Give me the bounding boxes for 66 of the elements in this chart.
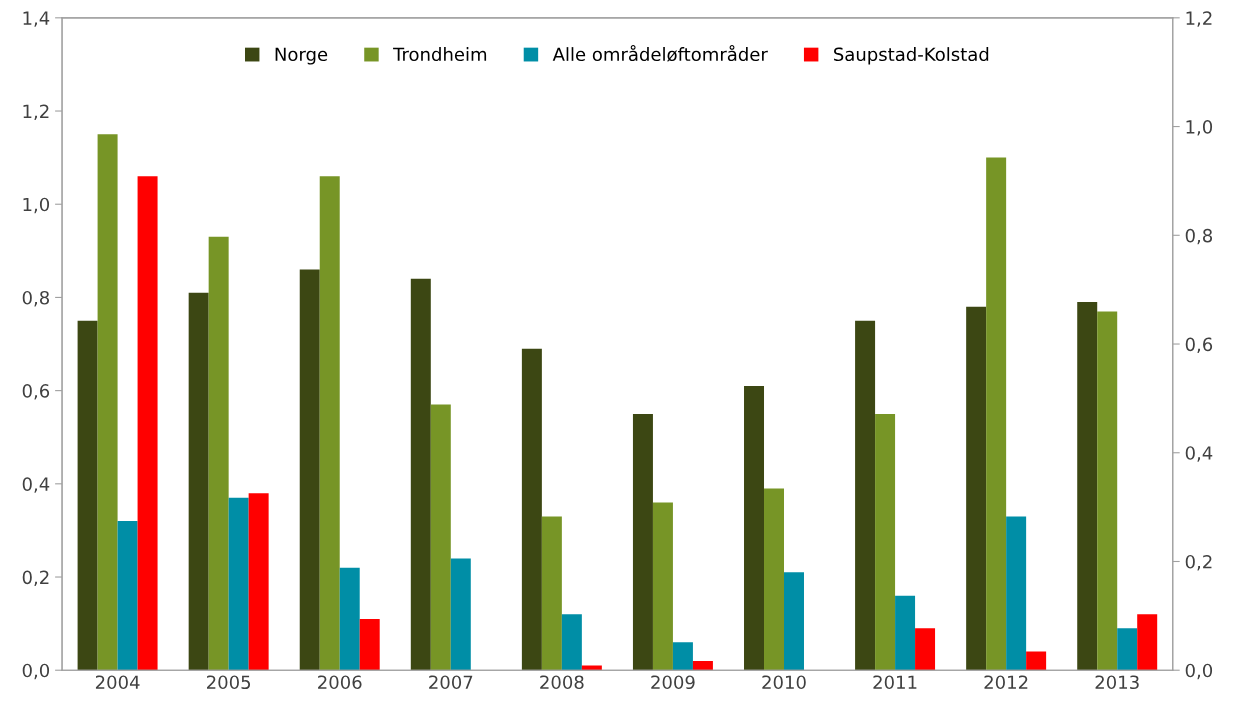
bar xyxy=(188,292,209,671)
bar xyxy=(248,493,269,671)
y2-tick-label: 1,2 xyxy=(1186,11,1212,27)
bar xyxy=(208,236,229,671)
y2-tick-label: 0,2 xyxy=(1185,554,1212,571)
bar xyxy=(1006,516,1027,671)
bar xyxy=(784,572,804,671)
x-tick-label: 2008 xyxy=(540,675,584,690)
bar xyxy=(450,558,471,671)
bar xyxy=(1097,311,1118,671)
bar xyxy=(875,413,896,671)
bar xyxy=(359,618,380,671)
y2-tick-label: 0,8 xyxy=(1185,228,1213,245)
bar xyxy=(966,306,987,671)
bar xyxy=(1117,628,1138,671)
bar xyxy=(410,278,431,671)
y2-tick-label: 0,6 xyxy=(1185,337,1213,353)
bar xyxy=(692,660,713,671)
bar xyxy=(855,320,876,671)
bar xyxy=(915,628,936,671)
bar xyxy=(986,157,1007,671)
legend-label: Alle områdeløftområder xyxy=(552,44,768,62)
x-tick-label: 2005 xyxy=(207,675,251,690)
bar xyxy=(541,516,562,671)
y-tick-label: 1,0 xyxy=(23,197,50,214)
bar xyxy=(1026,651,1047,671)
bar xyxy=(117,521,138,671)
bar xyxy=(97,134,118,671)
y-tick-label: 0,2 xyxy=(22,570,49,586)
bar xyxy=(339,567,360,671)
bar xyxy=(137,176,158,671)
y-tick-label: 1,4 xyxy=(23,11,50,27)
y-tick-label: 1,2 xyxy=(23,104,49,120)
x-tick-label: 2010 xyxy=(762,675,806,690)
bar xyxy=(632,413,653,671)
bar xyxy=(228,497,249,671)
bar xyxy=(430,404,451,671)
bar xyxy=(319,176,340,671)
bar xyxy=(672,642,693,671)
y-tick-label: 0,4 xyxy=(22,477,50,493)
y-tick-label: 0,0 xyxy=(22,663,50,680)
x-tick-label: 2007 xyxy=(429,675,473,690)
bar xyxy=(895,595,916,671)
x-tick-label: 2011 xyxy=(873,675,917,690)
y2-tick-label: 0,4 xyxy=(1185,446,1213,462)
bar xyxy=(521,348,542,671)
x-tick-label: 2009 xyxy=(651,675,695,690)
bar xyxy=(1137,614,1158,671)
bar xyxy=(561,614,582,671)
legend-label: Norge xyxy=(275,47,328,65)
bar xyxy=(764,488,784,671)
x-tick-label: 2012 xyxy=(984,675,1028,690)
x-tick-label: 2006 xyxy=(318,675,362,690)
x-tick-label: 2004 xyxy=(95,675,140,690)
y2-tick-label: 1,0 xyxy=(1186,120,1213,136)
legend-label: Trondheim xyxy=(393,47,487,62)
x-tick-label: 2013 xyxy=(1095,675,1139,690)
legend-label: Saupstad-Kolstad xyxy=(834,47,989,65)
bar xyxy=(744,385,765,671)
y-tick-label: 0,6 xyxy=(22,384,50,400)
bar xyxy=(299,269,320,671)
bar xyxy=(1077,302,1098,671)
y-tick-label: 0,8 xyxy=(22,290,50,307)
bar xyxy=(652,502,673,671)
bar xyxy=(77,320,98,671)
y2-tick-label: 0,0 xyxy=(1185,663,1213,680)
